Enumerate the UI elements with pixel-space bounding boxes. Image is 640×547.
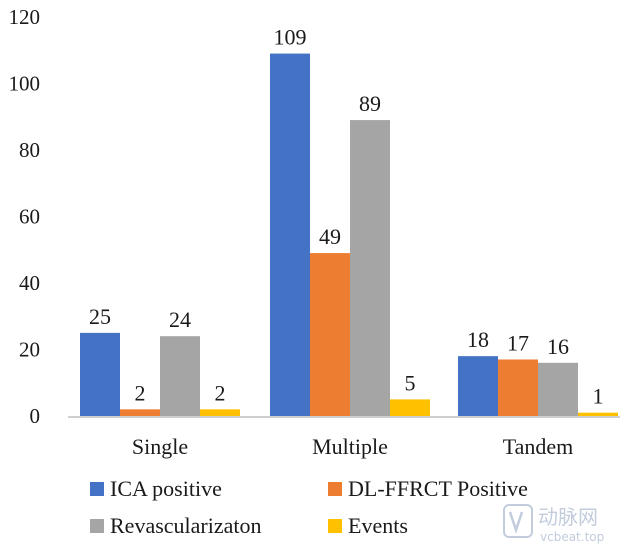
data-label: 109 [274,25,307,50]
legend-item-ica-positive: ICA positive [90,476,222,501]
data-label: 2 [135,380,146,405]
data-label: 17 [507,330,529,355]
data-labels: 25 2 24 2 109 49 89 5 18 17 16 1 [89,25,604,409]
data-label: 25 [89,304,111,329]
category-label-tandem: Tandem [503,434,574,459]
legend-swatch [90,519,104,533]
vcbeat-logo-icon [503,504,533,538]
y-tick-label: 100 [9,72,41,96]
data-label: 1 [593,384,604,409]
y-tick-label: 80 [19,138,40,162]
legend-label: ICA positive [110,476,222,501]
legend-swatch [328,482,342,496]
legend-label: Revascularizaton [110,513,262,538]
data-label: 16 [547,334,569,359]
category-labels: Single Multiple Tandem [132,434,573,459]
watermark-logo-text: 动脉网 [538,505,598,529]
bar-revascularizaton-tandem [538,362,578,416]
legend-swatch [90,482,104,496]
data-label: 2 [215,380,226,405]
bar-ica-positive-tandem [458,356,498,416]
category-label-single: Single [132,434,188,459]
watermark: 动脉网 vcbeat.top [503,504,604,544]
data-label: 18 [467,327,489,352]
bar-dl-ffrct-positive-multiple [310,253,350,416]
bar-revascularizaton-multiple [350,120,390,416]
bar-dl-ffrct-positive-tandem [498,359,538,416]
legend-swatch [328,519,342,533]
bar-ica-positive-single [80,332,120,416]
bar-events-tandem [578,412,618,416]
watermark-url-text: vcbeat.top [540,530,604,544]
category-label-multiple: Multiple [312,434,388,459]
data-label: 24 [169,307,191,332]
data-label: 5 [405,370,416,395]
bar-dl-ffrct-positive-single [120,409,160,416]
bar-events-single [200,409,240,416]
data-label: 49 [319,224,341,249]
bars [80,53,618,416]
legend-item-events: Events [328,513,408,538]
y-tick-label: 40 [19,271,40,295]
legend-item-revascularizaton: Revascularizaton [90,513,262,538]
y-axis-tick-labels: 0 20 40 60 80 100 120 [9,5,41,428]
bar-ica-positive-multiple [270,53,310,416]
data-label: 89 [359,91,381,116]
legend-item-dl-ffrct-positive: DL-FFRCT Positive [328,476,528,501]
legend: ICA positive DL-FFRCT Positive Revasculari… [90,476,528,538]
bar-events-multiple [390,399,430,416]
bar-revascularizaton-single [160,336,200,416]
legend-label: DL-FFRCT Positive [348,476,528,501]
y-tick-label: 60 [19,205,40,229]
y-tick-label: 0 [30,404,41,428]
y-tick-label: 120 [9,5,41,29]
y-tick-label: 20 [19,338,40,362]
legend-label: Events [348,513,408,538]
